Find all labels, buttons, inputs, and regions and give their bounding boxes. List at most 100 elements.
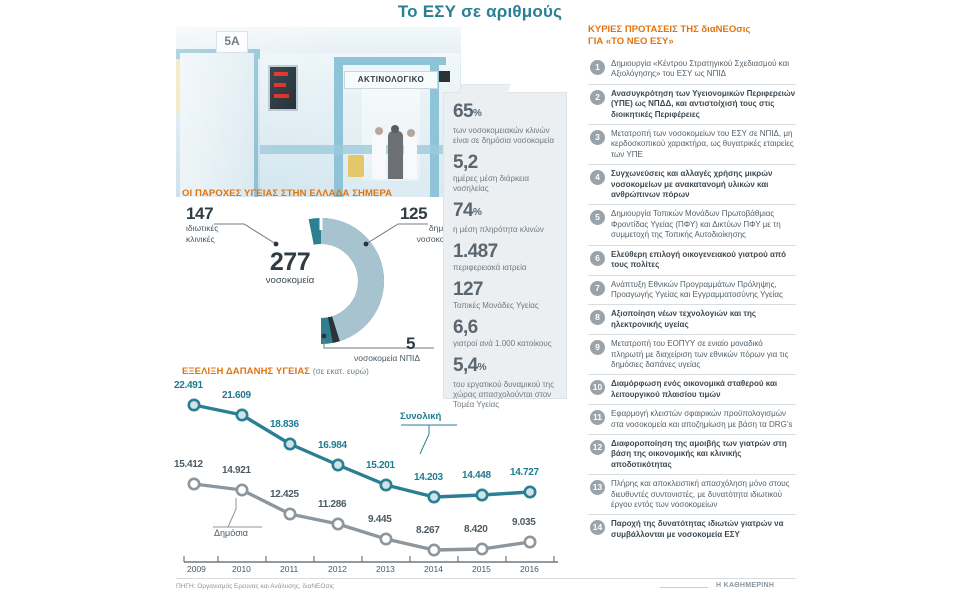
x-tick-2015: 2015	[472, 564, 491, 574]
proposal-text: Μετατροπή των νοσοκομείων του ΕΣΥ σε ΝΠΙ…	[611, 129, 794, 159]
key-stat-item: 1.487 περιφερειακά ιατρεία	[444, 241, 566, 273]
proposal-number-badge: 6	[590, 250, 605, 266]
line-label-public-2011: 12.425	[270, 489, 299, 500]
proposal-item[interactable]: 7 Ανάπτυξη Εθνικών Προγραμμάτων Πρόληψης,…	[588, 274, 796, 305]
donut-label-private: ιδιωτικές κλινικές	[186, 223, 246, 245]
callout-line-public	[365, 223, 428, 245]
key-stat-text: περιφερειακά ιατρεία	[453, 263, 527, 272]
key-stat-value-text: 74	[453, 200, 474, 221]
photo-arch-left	[334, 57, 343, 197]
callout-dot-public	[363, 241, 369, 247]
line-chart: 22.491 21.609 18.836 16.984 15.201 14.20…	[174, 372, 566, 574]
key-stat-suffix: %	[472, 207, 482, 218]
line-point-public	[283, 507, 297, 521]
key-stat-value: 74%	[453, 200, 557, 224]
key-stat-value: 1.487	[453, 241, 498, 262]
line-point-total	[427, 490, 441, 504]
proposal-item[interactable]: 4 Συγχωνεύσεις και αλλαγές χρήσης μικρών …	[588, 164, 796, 204]
donut-slice-public	[258, 218, 384, 344]
legend-pointer-public	[227, 498, 237, 528]
proposal-item[interactable]: 10 Διαμόρφωση ενός οικονομικά σταθερού κα…	[588, 374, 796, 404]
proposal-item[interactable]: 9 Μετατροπή του ΕΟΠΥΥ σε ενιαίο μοναδικό …	[588, 334, 796, 374]
proposal-text: Παροχή της δυνατότητας ιδιωτών γιατρών ν…	[611, 519, 784, 539]
line-label-total-2014: 14.203	[414, 472, 443, 483]
photo-person	[404, 135, 417, 179]
legend-label-total: Συνολική	[400, 411, 442, 422]
key-stat-value: 6,6	[453, 317, 478, 338]
photo-person-head	[407, 129, 415, 137]
room-number-sign: 5Α	[216, 31, 248, 53]
photo-arch-top	[334, 57, 446, 65]
proposal-text: Εφαρμογή κλειστών σφαιρικών προϋπολογισμ…	[611, 409, 793, 429]
x-tick-2010: 2010	[232, 564, 251, 574]
line-point-public	[235, 483, 249, 497]
photo-glare	[176, 27, 461, 197]
proposal-item[interactable]: 6 Ελεύθερη επιλογή οικογενειακού γιατρού …	[588, 244, 796, 275]
proposal-item[interactable]: 11 Εφαρμογή κλειστών σφαιρικών προϋπολογι…	[588, 404, 796, 434]
proposal-text: Διαμόρφωση ενός οικονομικά σταθερού και …	[611, 379, 778, 399]
proposal-item[interactable]: 12 Διαφοροποίηση της αμοιβής των γιατρών …	[588, 433, 796, 474]
proposal-number-badge: 4	[590, 170, 605, 186]
proposal-text: Ελεύθερη επιλογή οικογενειακού γιατρού α…	[611, 249, 786, 270]
photo-person	[372, 133, 386, 179]
key-stat-item: 5,4% του εργατικού δυναμικού της χώρας απ…	[444, 355, 566, 410]
line-point-total	[187, 398, 201, 412]
line-point-total	[523, 485, 537, 499]
proposal-item[interactable]: 8 Αξιοποίηση νέων τεχνολογιών και της ηλε…	[588, 304, 796, 334]
proposal-number-badge: 2	[590, 89, 605, 105]
donut-center-value: 277	[269, 248, 311, 276]
x-tick-2016: 2016	[520, 564, 539, 574]
proposals-panel: ΚΥΡΙΕΣ ΠΡΟΤΑΣΕΙΣ ΤΗΣ διαΝΕΟσις ΓΙΑ «ΤΟ Ν…	[588, 24, 796, 544]
proposal-item[interactable]: 1 Δημιουργία «Κέντρου Στρατηγικού Σχεδιασ…	[588, 55, 796, 84]
photo-person-head	[391, 125, 399, 133]
line-label-public-2012: 11.286	[318, 499, 347, 510]
proposal-item[interactable]: 14 Παροχή της δυνατότητας ιδιωτών γιατρών…	[588, 514, 796, 544]
key-stat-text: η μέση πληρότητα κλινών	[453, 225, 544, 234]
key-stat-value-text: 5,4	[453, 355, 478, 376]
line-label-total-2016: 14.727	[510, 467, 539, 478]
proposal-number-badge: 3	[590, 130, 605, 146]
proposal-number-badge: 14	[590, 520, 605, 536]
proposal-text: Μετατροπή του ΕΟΠΥΥ σε ενιαίο μοναδικό π…	[611, 339, 789, 369]
x-tick-2012: 2012	[328, 564, 347, 574]
donut-value-npid: 5	[406, 334, 416, 353]
department-sign-text: ΑΚΤΙΝΟΛΟΓΙΚΟ	[345, 72, 437, 87]
photo-door	[180, 53, 258, 197]
source-note: ΠΗΓΗ: Οργανισμός Ερευνας και Ανάλυσης, δ…	[176, 583, 335, 590]
led-display	[268, 65, 298, 111]
line-point-total	[283, 437, 297, 451]
line-label-total-2010: 21.609	[222, 390, 251, 401]
key-stat-suffix: %	[477, 362, 487, 373]
line-label-total-2012: 16.984	[318, 440, 347, 451]
key-stats-card: 65% των νοσοκομειακών κλινών είναι σε δημ…	[443, 84, 567, 409]
photo-wall-fixture	[439, 71, 450, 82]
key-stat-item: 5,2 ημέρες μέση διάρκεια νοσηλείας	[444, 152, 566, 194]
proposal-item[interactable]: 2 Ανασυγκρότηση των Υγειονομικών Περιφερε…	[588, 83, 796, 124]
proposal-text: Ανάπτυξη Εθνικών Προγραμμάτων Πρόληψης, …	[611, 279, 783, 299]
x-tick-2009: 2009	[187, 564, 206, 574]
line-label-total-2013: 15.201	[366, 460, 395, 471]
key-stat-value-text: 65	[453, 101, 474, 122]
brand-divider	[660, 587, 708, 588]
brand-logo: Η ΚΑΘΗΜΕΡΙΝΗ	[716, 582, 775, 589]
key-stat-value: 5,2	[453, 152, 478, 173]
line-chart-title: ΕΞΕΛΙΞΗ ΔΑΠΑΝΗΣ ΥΓΕΙΑΣ (σε εκατ. ευρώ)	[182, 366, 369, 377]
line-label-public-2013: 9.445	[368, 514, 392, 525]
donut-value-private: 147	[186, 204, 214, 223]
proposal-item[interactable]: 3 Μετατροπή των νοσοκομείων του ΕΣΥ σε ΝΠ…	[588, 124, 796, 164]
proposals-list: 1 Δημιουργία «Κέντρου Στρατηγικού Σχεδιασ…	[588, 55, 796, 544]
proposal-number-badge: 12	[590, 439, 605, 455]
proposal-item[interactable]: 13 Πλήρης και αποκλειστική απασχόληση μόν…	[588, 474, 796, 514]
callout-dot-npid	[321, 333, 327, 339]
key-stat-item: 127 Τοπικές Μονάδες Υγείας	[444, 279, 566, 311]
key-stat-item: 74% η μέση πληρότητα κλινών	[444, 200, 566, 235]
proposal-text: Πλήρης και αποκλειστική απασχόληση μόνο …	[611, 479, 790, 509]
donut-label-private-l2: κλινικές	[186, 234, 215, 244]
proposal-item[interactable]: 5 Δημιουργία Τοπικών Μονάδων Πρωτοβάθμιας…	[588, 204, 796, 244]
line-point-total	[475, 488, 489, 502]
proposal-number-badge: 8	[590, 310, 605, 326]
line-point-public	[475, 542, 489, 556]
photo-arch-right	[430, 57, 439, 197]
donut-chart-svg	[214, 217, 434, 349]
key-stat-value: 127	[453, 279, 484, 300]
